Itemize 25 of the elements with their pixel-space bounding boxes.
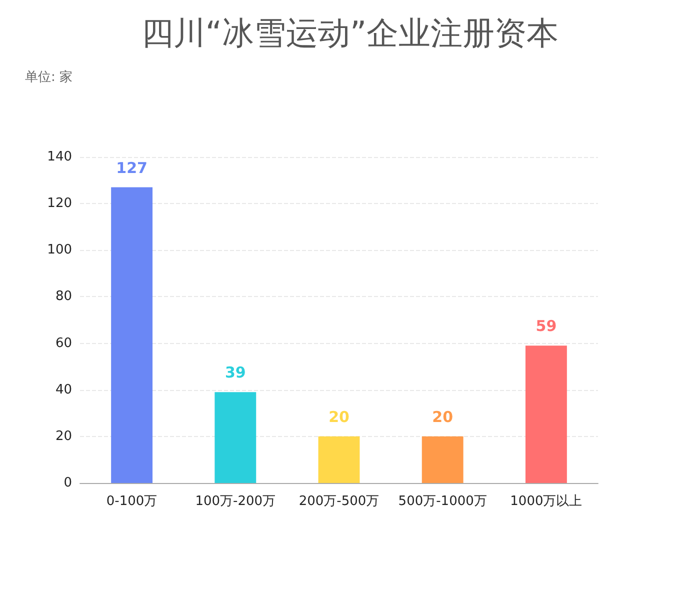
y-tick-label: 0 <box>64 476 72 490</box>
bar <box>111 187 153 483</box>
y-tick-label: 40 <box>55 382 72 398</box>
y-tick-label: 120 <box>47 196 72 212</box>
chart-subtitle: 单位: 家 <box>25 69 73 85</box>
x-tick-label: 1000万以上 <box>510 494 582 509</box>
bar <box>422 436 464 483</box>
bar <box>525 346 567 483</box>
data-label: 59 <box>536 317 557 336</box>
x-tick-label: 500万-1000万 <box>398 494 487 509</box>
bar <box>214 392 256 483</box>
x-tick-label: 0-100万 <box>106 494 158 509</box>
x-tick-label: 200万-500万 <box>298 494 380 509</box>
bar <box>318 436 360 483</box>
y-tick-label: 80 <box>55 289 72 304</box>
y-tick-label: 100 <box>47 242 72 258</box>
data-label: 39 <box>224 364 246 382</box>
x-tick-label: 100万-200万 <box>195 494 276 509</box>
y-tick-label: 60 <box>55 336 72 351</box>
chart-title: 四川“冰雪运动”企业注册资本 <box>141 14 559 52</box>
data-label: 20 <box>432 408 454 426</box>
y-tick-label: 140 <box>47 150 72 164</box>
y-tick-label: 20 <box>55 428 72 444</box>
data-label: 127 <box>116 158 148 177</box>
data-label: 20 <box>328 408 350 426</box>
